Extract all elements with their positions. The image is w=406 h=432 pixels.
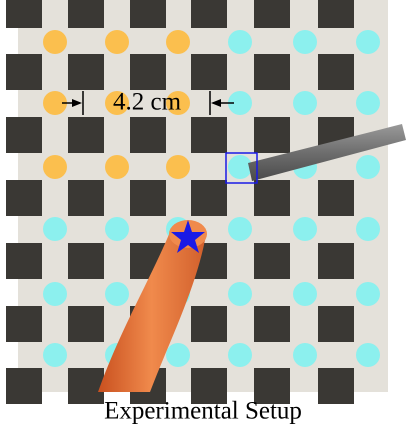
marker-dot [166, 155, 190, 179]
lattice-hole [191, 180, 227, 216]
lattice-hole [68, 54, 104, 90]
lattice-hole [6, 54, 42, 90]
lattice-hole [254, 243, 290, 279]
lattice-hole [254, 180, 290, 216]
lattice-hole [130, 117, 166, 153]
marker-dot [293, 282, 317, 306]
marker-dot [356, 217, 380, 241]
marker-dot [356, 91, 380, 115]
marker-dot [166, 343, 190, 367]
marker-dot [43, 343, 67, 367]
marker-dot [43, 282, 67, 306]
lattice-hole [130, 54, 166, 90]
marker-dot [356, 343, 380, 367]
marker-dot [228, 30, 252, 54]
lattice-hole [318, 306, 354, 342]
marker-dot [43, 155, 67, 179]
lattice-hole [254, 117, 290, 153]
lattice-hole [68, 306, 104, 342]
lattice-hole [254, 0, 290, 28]
lattice-hole [191, 54, 227, 90]
lattice-hole [191, 306, 227, 342]
marker-dot [356, 30, 380, 54]
lattice-hole [6, 243, 42, 279]
lattice-hole [318, 180, 354, 216]
marker-dot [293, 217, 317, 241]
lattice-hole [68, 117, 104, 153]
lattice-hole [130, 0, 166, 28]
marker-dot [356, 282, 380, 306]
marker-dot [293, 30, 317, 54]
lattice-hole [254, 54, 290, 90]
lattice-hole [318, 0, 354, 28]
lattice-hole [318, 368, 354, 404]
marker-dot [43, 217, 67, 241]
marker-dot [228, 343, 252, 367]
page: 4.2 cm Experimental Setup [0, 0, 406, 432]
lattice-hole [68, 243, 104, 279]
lattice-hole [6, 180, 42, 216]
marker-dot [105, 217, 129, 241]
lattice-hole [68, 368, 104, 404]
lattice-hole [6, 368, 42, 404]
marker-dot [43, 30, 67, 54]
lattice-hole [254, 306, 290, 342]
marker-dot [105, 30, 129, 54]
marker-dot [228, 217, 252, 241]
marker-dot [105, 282, 129, 306]
lattice-hole [6, 117, 42, 153]
photo-scene: 4.2 cm Experimental Setup [0, 0, 406, 432]
dimension-label: 4.2 cm [113, 89, 182, 116]
lattice-hole [130, 180, 166, 216]
lattice-hole [68, 0, 104, 28]
marker-dot [228, 282, 252, 306]
lattice-hole [68, 180, 104, 216]
lattice-hole [6, 0, 42, 28]
marker-dot [356, 155, 380, 179]
marker-dot [293, 91, 317, 115]
lattice-hole [6, 306, 42, 342]
lattice-hole [191, 117, 227, 153]
caption: Experimental Setup [104, 398, 302, 425]
marker-dot [228, 155, 252, 179]
marker-dot [105, 155, 129, 179]
lattice-hole [318, 54, 354, 90]
marker-dot [166, 30, 190, 54]
lattice-hole [318, 243, 354, 279]
lattice-hole [191, 0, 227, 28]
marker-dot [293, 343, 317, 367]
